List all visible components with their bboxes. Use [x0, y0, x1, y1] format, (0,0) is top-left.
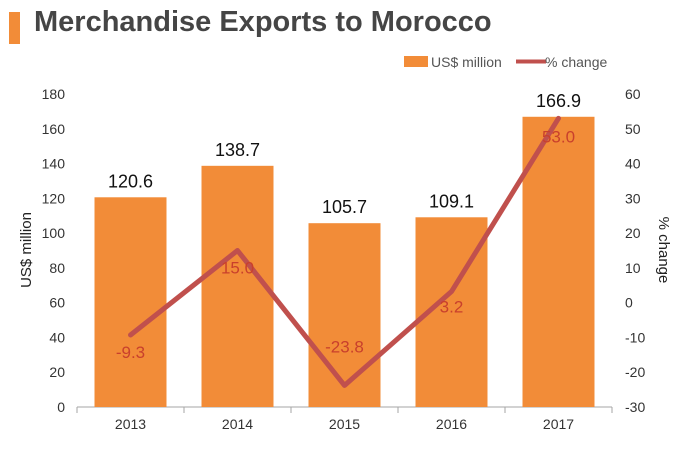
pct-change-label: 3.2 — [440, 298, 464, 317]
y-axis-tick-label-left: 80 — [49, 260, 65, 276]
y-axis-tick-label-left: 120 — [42, 190, 66, 206]
x-axis-tick-label: 2015 — [329, 416, 360, 432]
y-axis-tick-label-left: 20 — [49, 364, 65, 380]
y-axis-tick-label-left: 40 — [49, 329, 65, 345]
y-axis-tick-label-right: 20 — [625, 225, 641, 241]
legend: US$ million % change — [404, 54, 607, 70]
y-axis-tick-label-right: -20 — [625, 364, 645, 380]
x-axis-tick-label: 2017 — [543, 416, 574, 432]
bar-value-label: 166.9 — [536, 91, 581, 111]
y-axis-tick-label-left: 140 — [42, 156, 66, 172]
pct-change-label: 53.0 — [542, 127, 575, 146]
x-axis-tick-label: 2014 — [222, 416, 253, 432]
bar-value-label: 138.7 — [215, 140, 260, 160]
y-axis-tick-label-left: 100 — [42, 225, 66, 241]
y-axis-tick-label-right: 10 — [625, 260, 641, 276]
y-axis-title-right: % change — [655, 217, 672, 284]
y-axis-tick-label-right: 0 — [625, 295, 633, 311]
pct-change-label: 15.0 — [221, 259, 254, 278]
pct-change-label: -9.3 — [116, 343, 145, 362]
bar-value-label: 120.6 — [108, 171, 153, 191]
bar — [201, 165, 274, 407]
y-axis-tick-label-left: 160 — [42, 121, 66, 137]
bar-value-label: 105.7 — [322, 197, 367, 217]
bar — [94, 197, 167, 407]
y-axis-tick-label-left: 180 — [42, 86, 66, 102]
chart-title: Merchandise Exports to Morocco — [34, 6, 492, 38]
y-axis-title-left: US$ million — [18, 212, 35, 288]
legend-swatch-bar — [404, 56, 428, 67]
pct-change-label: -23.8 — [325, 337, 364, 356]
y-axis-tick-label-right: -10 — [625, 329, 645, 345]
x-axis-tick-label: 2016 — [436, 416, 467, 432]
y-axis-tick-label-right: -30 — [625, 399, 645, 415]
legend-label-bar: US$ million — [431, 54, 502, 70]
title-accent-bar — [9, 12, 20, 44]
bar — [308, 223, 381, 407]
y-axis-tick-label-right: 50 — [625, 121, 641, 137]
y-axis-tick-label-right: 60 — [625, 86, 641, 102]
y-axis-tick-label-left: 0 — [57, 399, 65, 415]
bar — [522, 116, 595, 407]
x-axis-tick-label: 2013 — [115, 416, 146, 432]
y-axis-tick-label-right: 30 — [625, 190, 641, 206]
bar-value-label: 109.1 — [429, 191, 474, 211]
y-axis-tick-label-right: 40 — [625, 156, 641, 172]
y-axis-tick-label-left: 60 — [49, 295, 65, 311]
legend-label-line: % change — [545, 54, 607, 70]
